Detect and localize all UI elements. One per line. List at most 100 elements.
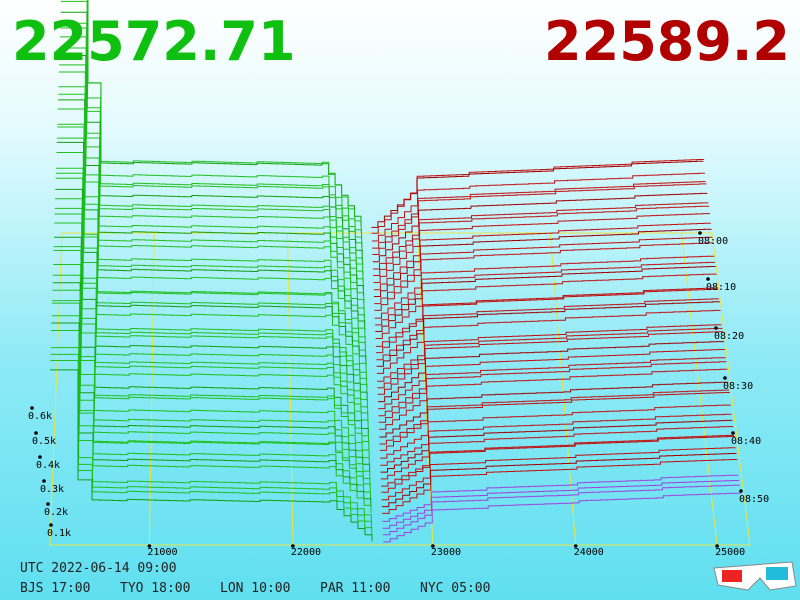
price-grid-line: [680, 232, 718, 546]
bid-curve: [59, 55, 364, 296]
time-label: 08:50: [739, 494, 769, 505]
bid-curve: [58, 71, 365, 310]
zone-time: PAR 11:00: [320, 581, 390, 596]
floor-outline: [49, 232, 751, 546]
ask-curve: [375, 287, 718, 347]
ask-curve: [375, 261, 715, 326]
ask-curve: [379, 368, 728, 430]
time-label: 08:20: [714, 331, 744, 342]
bid-price: 22572.71: [12, 10, 296, 73]
ask-curve: [376, 301, 720, 367]
ask-curve: [382, 474, 739, 522]
tick-dot: [739, 489, 743, 493]
tick-dot: [34, 431, 38, 435]
ask-curve: [372, 192, 708, 263]
bid-curve: [52, 300, 371, 486]
ask-curve: [374, 242, 714, 311]
ask-curve: [376, 298, 720, 361]
axis-labels: 21000 22000 23000 24000 25000 08:00 08:10 08:20…: [28, 231, 769, 558]
ask-curve: [380, 419, 733, 473]
bid-curve: [52, 282, 371, 472]
price-grid-line: [549, 232, 577, 546]
bid-curve: [54, 236, 369, 437]
volume-label: 0.4k: [36, 460, 60, 471]
ask-curve: [381, 434, 735, 487]
bid-curve: [56, 141, 367, 366]
bid-curve: [55, 198, 368, 409]
time-label: 08:30: [723, 381, 753, 392]
ask-curve: [383, 492, 741, 543]
bid-curve: [87, 0, 362, 227]
bid-curve: [53, 246, 370, 444]
ask-curve: [378, 349, 725, 410]
lens-red: [722, 570, 742, 582]
tick-dot: [46, 502, 50, 506]
price-grid-line: [287, 232, 294, 546]
ask-curve: [373, 205, 710, 276]
ask-curve: [379, 381, 729, 438]
ask-curve: [376, 288, 719, 354]
bid-curve: [59, 64, 365, 304]
floor-grid: [49, 232, 751, 546]
bid-curve: [50, 347, 372, 521]
ask-curve: [382, 484, 740, 536]
bid-curve: [53, 264, 370, 458]
ask-curve: [380, 413, 732, 466]
price-grid-line: [148, 232, 155, 546]
zone-time: TYO 18:00: [120, 581, 190, 596]
bid-curve: [57, 108, 366, 338]
bid-curve: [59, 36, 364, 282]
bid-curve: [87, 0, 362, 233]
ask-curve: [377, 331, 724, 395]
bid-curve: [56, 137, 367, 360]
volume-label: 0.3k: [40, 484, 64, 495]
ask-curve: [379, 389, 730, 445]
tick-dot: [573, 544, 578, 548]
bid-curve: [57, 123, 366, 346]
tick-dot: [706, 277, 710, 281]
bid-curve: [54, 213, 369, 422]
tick-dot: [731, 431, 735, 435]
bid-curve: [53, 250, 370, 450]
price-label: 25000: [715, 547, 745, 558]
glasses-icon: [713, 561, 797, 591]
ask-curve: [380, 426, 734, 480]
bid-curve: [55, 172, 368, 388]
ask-curve: [379, 392, 730, 451]
time-label: 08:00: [698, 236, 728, 247]
time-label: 08:10: [706, 282, 736, 293]
ask-curve: [380, 404, 731, 459]
ask-curve: [371, 159, 705, 234]
ask-curve: [375, 273, 717, 339]
tick-dot: [714, 326, 718, 330]
price-label: 21000: [147, 547, 177, 558]
volume-label: 0.2k: [44, 507, 68, 518]
ask-curve: [381, 447, 736, 501]
bid-curve: [86, 0, 363, 248]
volume-label: 0.1k: [47, 528, 71, 539]
ask-curve: [378, 361, 727, 423]
bid-curve: [59, 47, 364, 290]
bid-curve: [58, 93, 365, 325]
bid-curve: [54, 207, 369, 416]
utc-time: UTC 2022-06-14 09:00: [20, 561, 177, 576]
bid-curve: [54, 222, 369, 429]
tick-dot: [291, 544, 295, 548]
price-label: 24000: [574, 547, 604, 558]
volume-label: 0.6k: [28, 411, 52, 422]
ask-curve: [378, 341, 725, 403]
bid-curve: [50, 369, 373, 542]
bid-curve: [51, 330, 372, 513]
depth-curves: [50, 0, 741, 543]
lens-cyan: [766, 567, 788, 580]
ask-curve: [382, 459, 738, 514]
tick-dot: [42, 479, 46, 483]
ask-curve: [376, 309, 721, 374]
ask-price: 22589.2: [544, 10, 790, 73]
ask-curve: [374, 255, 715, 319]
ask-curve: [372, 181, 706, 249]
bid-curve: [60, 11, 363, 262]
bid-curve: [52, 289, 371, 479]
tick-dot: [49, 523, 53, 527]
